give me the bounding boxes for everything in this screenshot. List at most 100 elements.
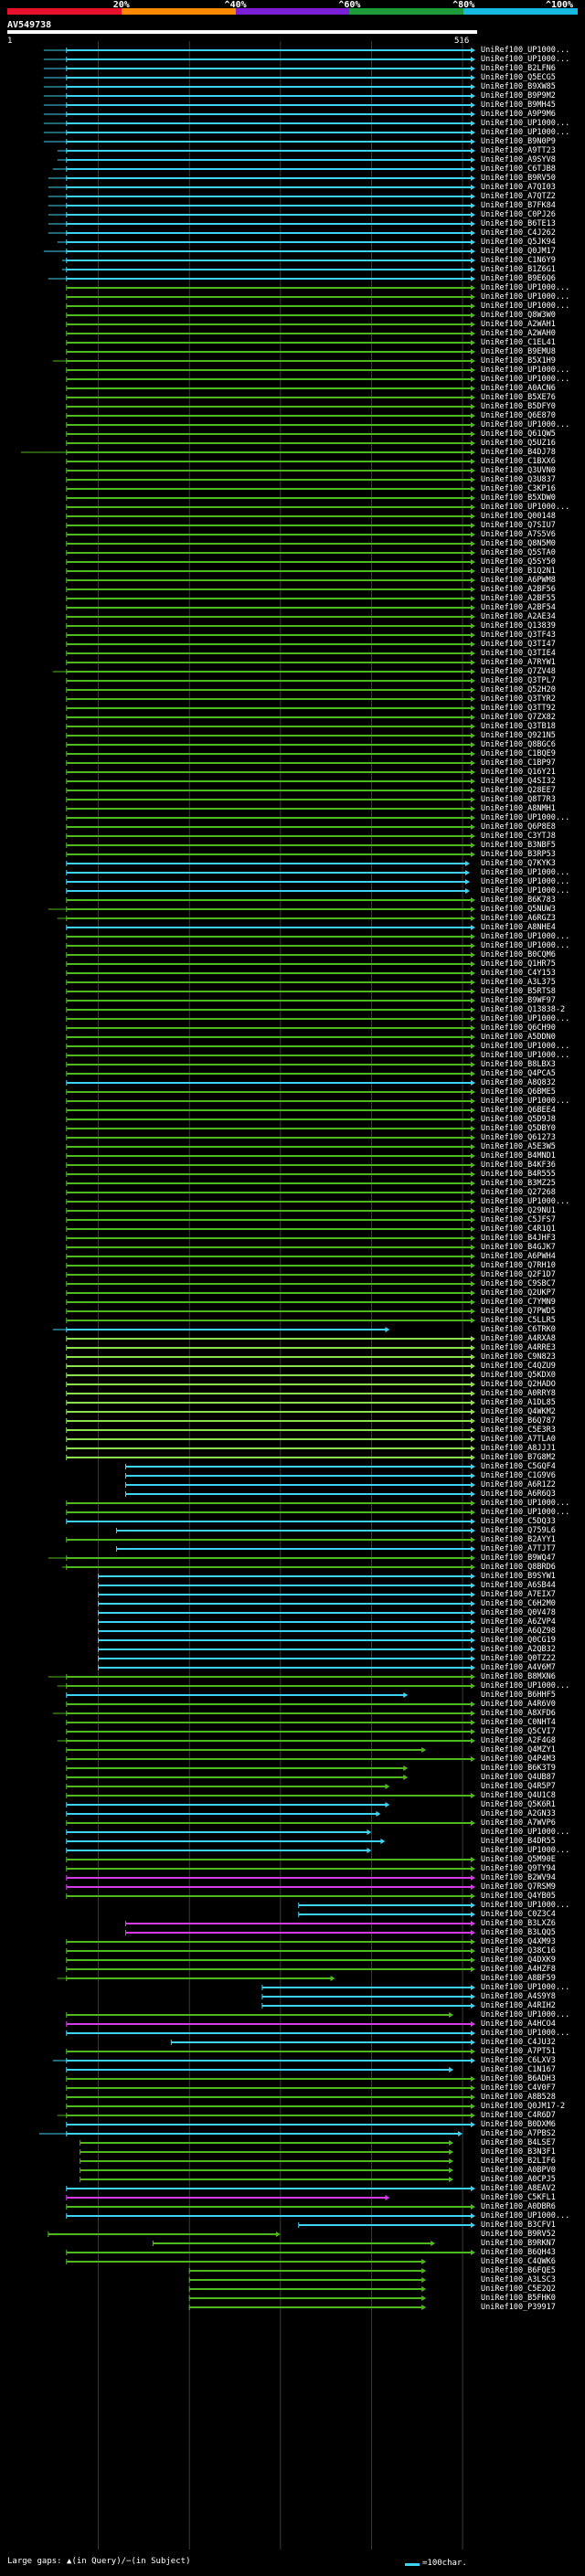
hit-label[interactable]: UniRef100_C4Y153 [481, 969, 556, 978]
hit-label[interactable]: UniRef100_Q5NUW3 [481, 905, 556, 914]
hit-label[interactable]: UniRef100_A8EAV2 [481, 2184, 556, 2193]
hit-label[interactable]: UniRef100_Q13838-2 [481, 1005, 566, 1014]
hit-label[interactable]: UniRef100_B3RP53 [481, 850, 556, 859]
hit-label[interactable]: UniRef100_P39917 [481, 2303, 556, 2312]
hit-label[interactable]: UniRef100_Q16Y21 [481, 768, 556, 777]
hit-label[interactable]: UniRef100_UP1000... [481, 1499, 570, 1508]
hit-label[interactable]: UniRef100_A0BPV0 [481, 2166, 556, 2175]
hit-label[interactable]: UniRef100_B4R555 [481, 1170, 556, 1179]
hit-label[interactable]: UniRef100_C5JFS7 [481, 1215, 556, 1224]
hit-label[interactable]: UniRef100_C6TRK0 [481, 1325, 556, 1334]
hit-label[interactable]: UniRef100_Q3TI47 [481, 640, 556, 649]
hit-label[interactable]: UniRef100_A0ACN6 [481, 384, 556, 393]
hit-label[interactable]: UniRef100_B6Q787 [481, 1416, 556, 1426]
hit-label[interactable]: UniRef100_Q5ECG5 [481, 73, 556, 82]
hit-label[interactable]: UniRef100_B2LIF6 [481, 2157, 556, 2166]
hit-label[interactable]: UniRef100_UP1000... [481, 932, 570, 941]
hit-label[interactable]: UniRef100_A6PWH4 [481, 1252, 556, 1261]
hit-label[interactable]: UniRef100_B0CQM6 [481, 950, 556, 959]
hit-label[interactable]: UniRef100_B9N0P9 [481, 137, 556, 146]
hit-label[interactable]: UniRef100_B3LQQ5 [481, 1928, 556, 1937]
hit-label[interactable]: UniRef100_C5KFL1 [481, 2193, 556, 2202]
hit-label[interactable]: UniRef100_B6TE13 [481, 219, 556, 228]
hit-label[interactable]: UniRef100_B9WF97 [481, 996, 556, 1005]
hit-label[interactable]: UniRef100_A8BF59 [481, 1974, 556, 1983]
hit-label[interactable]: UniRef100_B9E6Q6 [481, 274, 556, 283]
hit-label[interactable]: UniRef100_Q5K6R1 [481, 1800, 556, 1809]
hit-label[interactable]: UniRef100_C1BXX6 [481, 457, 556, 466]
hit-label[interactable]: UniRef100_Q2F1D7 [481, 1270, 556, 1279]
hit-label[interactable]: UniRef100_C1EL41 [481, 338, 556, 347]
hit-label[interactable]: UniRef100_Q5D9J8 [481, 1115, 556, 1124]
hit-label[interactable]: UniRef100_A9P9M6 [481, 110, 556, 119]
hit-label[interactable]: UniRef100_Q4DXK9 [481, 1956, 556, 1965]
hit-label[interactable]: UniRef100_B9XW85 [481, 82, 556, 91]
hit-label[interactable]: UniRef100_A1DL85 [481, 1398, 556, 1407]
hit-label[interactable]: UniRef100_A2BF54 [481, 603, 556, 612]
hit-label[interactable]: UniRef100_C9N823 [481, 1352, 556, 1362]
hit-label[interactable]: UniRef100_A4R6V0 [481, 1700, 556, 1709]
hit-label[interactable]: UniRef100_Q6BME5 [481, 1087, 556, 1097]
hit-label[interactable]: UniRef100_A4HCO4 [481, 2019, 556, 2029]
hit-label[interactable]: UniRef100_A8Q832 [481, 1078, 556, 1087]
hit-label[interactable]: UniRef100_Q7PWD5 [481, 1307, 556, 1316]
hit-label[interactable]: UniRef100_UP1000... [481, 1846, 570, 1855]
hit-label[interactable]: UniRef100_Q8N5M0 [481, 539, 556, 548]
hit-label[interactable]: UniRef100_Q3U837 [481, 475, 556, 484]
hit-label[interactable]: UniRef100_A6PWM8 [481, 576, 556, 585]
hit-label[interactable]: UniRef100_Q61273 [481, 1133, 556, 1142]
hit-label[interactable]: UniRef100_Q6E870 [481, 411, 556, 420]
hit-label[interactable]: UniRef100_Q5DBY0 [481, 1124, 556, 1133]
hit-label[interactable]: UniRef100_B6K3T9 [481, 1764, 556, 1773]
hit-label[interactable]: UniRef100_C4J262 [481, 228, 556, 238]
hit-label[interactable]: UniRef100_A9SYV8 [481, 155, 556, 164]
hit-label[interactable]: UniRef100_C5LLR5 [481, 1316, 556, 1325]
hit-label[interactable]: UniRef100_B4LSE7 [481, 2138, 556, 2147]
hit-label[interactable]: UniRef100_Q27268 [481, 1188, 556, 1197]
hit-label[interactable]: UniRef100_UP1000... [481, 46, 570, 55]
hit-label[interactable]: UniRef100_Q6CH90 [481, 1023, 556, 1033]
hit-label[interactable]: UniRef100_A5DDN0 [481, 1033, 556, 1042]
hit-label[interactable]: UniRef100_Q5M90E [481, 1855, 556, 1864]
hit-label[interactable]: UniRef100_Q52H20 [481, 685, 556, 694]
hit-label[interactable]: UniRef100_B9EMU8 [481, 347, 556, 356]
hit-label[interactable]: UniRef100_A4RRE3 [481, 1343, 556, 1352]
hit-label[interactable]: UniRef100_B6K783 [481, 896, 556, 905]
hit-label[interactable]: UniRef100_B6QH43 [481, 2248, 556, 2257]
hit-label[interactable]: UniRef100_B9RV52 [481, 2230, 556, 2239]
hit-label[interactable]: UniRef100_Q8T7R3 [481, 795, 556, 804]
hit-label[interactable]: UniRef100_A7RYW1 [481, 658, 556, 667]
hit-label[interactable]: UniRef100_Q3TF43 [481, 631, 556, 640]
hit-label[interactable]: UniRef100_B5XE76 [481, 393, 556, 402]
hit-label[interactable]: UniRef100_UP1000... [481, 375, 570, 384]
hit-label[interactable]: UniRef100_A0CPJ5 [481, 2175, 556, 2184]
hit-label[interactable]: UniRef100_B4DJ78 [481, 448, 556, 457]
hit-label[interactable]: UniRef100_Q0JM17 [481, 247, 556, 256]
hit-label[interactable]: UniRef100_B5DFY0 [481, 402, 556, 411]
hit-label[interactable]: UniRef100_A7TLA0 [481, 1435, 556, 1444]
hit-label[interactable]: UniRef100_A6QZ98 [481, 1627, 556, 1636]
hit-label[interactable]: UniRef100_Q5STA0 [481, 548, 556, 557]
hit-label[interactable]: UniRef100_B1Q2N1 [481, 567, 556, 576]
hit-label[interactable]: UniRef100_Q4P4M3 [481, 1754, 556, 1764]
hit-label[interactable]: UniRef100_C0PJ26 [481, 210, 556, 219]
hit-label[interactable]: UniRef100_A4RIH2 [481, 2001, 556, 2010]
hit-label[interactable]: UniRef100_Q8BRD6 [481, 1563, 556, 1572]
hit-label[interactable]: UniRef100_A3L375 [481, 978, 556, 987]
hit-label[interactable]: UniRef100_Q38C16 [481, 1946, 556, 1956]
hit-label[interactable]: UniRef100_B4MND1 [481, 1151, 556, 1161]
hit-label[interactable]: UniRef100_A0RRY8 [481, 1389, 556, 1398]
hit-label[interactable]: UniRef100_C7YMN9 [481, 1298, 556, 1307]
hit-label[interactable]: UniRef100_Q4SI32 [481, 777, 556, 786]
hit-label[interactable]: UniRef100_Q2UKP7 [481, 1288, 556, 1298]
hit-label[interactable]: UniRef100_Q5JK94 [481, 238, 556, 247]
hit-label[interactable]: UniRef100_UP1000... [481, 119, 570, 128]
hit-label[interactable]: UniRef100_B0DXM6 [481, 2120, 556, 2129]
hit-label[interactable]: UniRef100_Q0V478 [481, 1608, 556, 1617]
hit-label[interactable]: UniRef100_Q7KYK3 [481, 859, 556, 868]
hit-label[interactable]: UniRef100_A6R6Q3 [481, 1489, 556, 1499]
hit-label[interactable]: UniRef100_B7G8M2 [481, 1453, 556, 1462]
hit-label[interactable]: UniRef100_UP1000... [481, 283, 570, 292]
hit-label[interactable]: UniRef100_C1N167 [481, 2065, 556, 2074]
hit-label[interactable]: UniRef100_Q4PCA5 [481, 1069, 556, 1078]
